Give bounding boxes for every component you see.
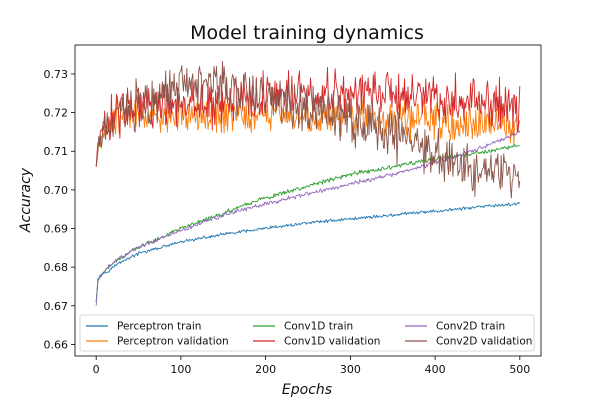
legend-label: Conv2D train <box>436 321 505 333</box>
y-tick-label: 0.68 <box>44 261 69 274</box>
y-tick-label: 0.73 <box>44 68 69 81</box>
legend-frame <box>79 314 535 352</box>
x-tick-label: 400 <box>425 363 446 376</box>
series-line <box>95 60 521 199</box>
legend-label: Conv2D validation <box>436 336 532 348</box>
series-line <box>95 67 521 167</box>
y-tick-label: 0.67 <box>44 300 69 313</box>
y-tick-label: 0.69 <box>44 223 69 236</box>
x-tick-label: 100 <box>170 363 191 376</box>
legend-label: Perceptron validation <box>117 336 229 348</box>
y-tick-label: 0.70 <box>44 184 69 197</box>
plot-frame <box>74 44 542 357</box>
legend-label: Conv1D train <box>284 321 353 333</box>
legend: Perceptron train Perceptron validation Con… <box>79 314 535 352</box>
y-tick-label: 0.71 <box>44 145 69 158</box>
series-line <box>95 202 521 302</box>
y-tick-label: 0.66 <box>44 338 69 351</box>
chart-title: Model training dynamics <box>190 22 424 44</box>
y-axis-label: Accuracy <box>18 167 34 233</box>
x-tick-label: 200 <box>255 363 276 376</box>
x-axis-label: Epochs <box>282 382 332 398</box>
x-tick-label: 0 <box>93 363 100 376</box>
legend-label: Conv1D validation <box>284 336 380 348</box>
x-axis-ticks: 0 100 200 300 400 500 <box>93 356 530 376</box>
legend-label: Perceptron train <box>117 321 201 333</box>
x-tick-label: 500 <box>509 363 530 376</box>
y-tick-label: 0.72 <box>44 107 69 120</box>
y-axis-ticks: 0.66 0.67 0.68 0.69 0.70 0.71 0.72 0.73 <box>44 68 75 351</box>
x-tick-label: 300 <box>340 363 361 376</box>
plot-lines <box>95 60 521 306</box>
